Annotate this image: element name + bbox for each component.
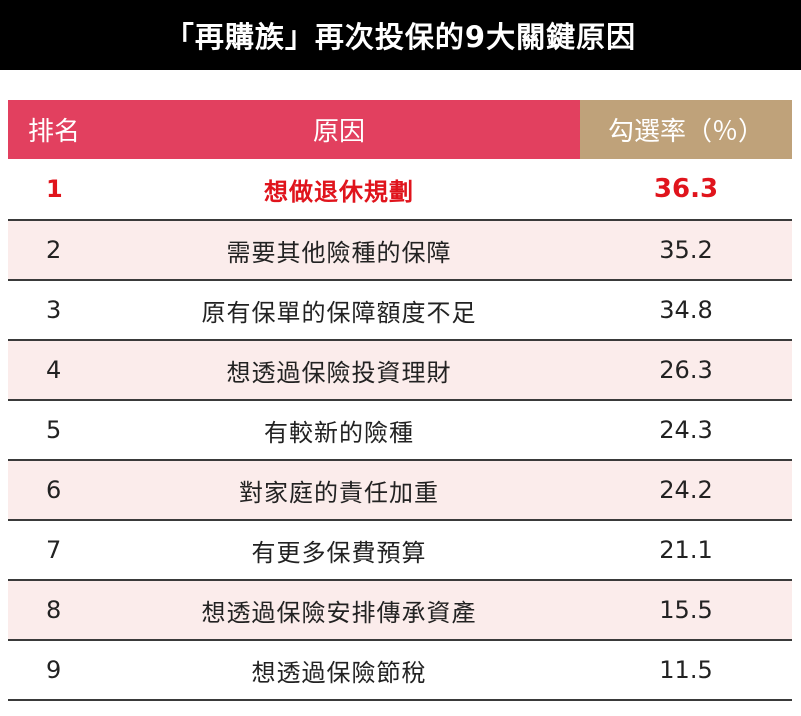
table-header-row: 排名 原因 勾選率（％） [8,100,792,159]
row-rank: 5 [8,400,98,461]
row-rank: 1 [8,159,98,221]
header-rank: 排名 [8,100,98,159]
row-rate: 24.2 [580,460,792,521]
table-row: 1 想做退休規劃 36.3 [8,159,792,221]
row-reason: 需要其他險種的保障 [98,220,580,281]
row-rate: 36.3 [580,159,792,221]
table-row: 7 有更多保費預算 21.1 [8,520,792,581]
row-rate: 26.3 [580,340,792,401]
row-rank: 2 [8,220,98,281]
row-reason: 想透過保險節稅 [98,640,580,701]
row-rate: 15.5 [580,580,792,641]
table-row: 9 想透過保險節稅 11.5 [8,640,792,701]
table-row: 8 想透過保險安排傳承資產 15.5 [8,580,792,641]
row-reason: 想透過保險安排傳承資產 [98,580,580,641]
page-title: 「再購族」再次投保的9大關鍵原因 [0,0,801,70]
table-row: 2 需要其他險種的保障 35.2 [8,220,792,281]
row-rank: 7 [8,520,98,581]
row-rate: 34.8 [580,280,792,341]
row-rank: 3 [8,280,98,341]
row-reason: 想做退休規劃 [98,159,580,221]
row-rank: 9 [8,640,98,701]
row-rate: 11.5 [580,640,792,701]
table-row: 5 有較新的險種 24.3 [8,400,792,461]
table-row: 3 原有保單的保障額度不足 34.8 [8,280,792,341]
ranking-table: 排名 原因 勾選率（％） 1 想做退休規劃 36.3 2 需要其他險種的保障 3… [8,100,792,701]
row-rate: 35.2 [580,220,792,281]
row-reason: 原有保單的保障額度不足 [98,280,580,341]
row-rate: 24.3 [580,400,792,461]
row-reason: 有較新的險種 [98,400,580,461]
row-reason: 有更多保費預算 [98,520,580,581]
row-reason: 對家庭的責任加重 [98,460,580,521]
row-rate: 21.1 [580,520,792,581]
row-rank: 8 [8,580,98,641]
row-reason: 想透過保險投資理財 [98,340,580,401]
table-row: 4 想透過保險投資理財 26.3 [8,340,792,401]
table-row: 6 對家庭的責任加重 24.2 [8,460,792,521]
header-reason: 原因 [98,100,580,159]
header-rate: 勾選率（％） [580,100,792,159]
row-rank: 6 [8,460,98,521]
row-rank: 4 [8,340,98,401]
